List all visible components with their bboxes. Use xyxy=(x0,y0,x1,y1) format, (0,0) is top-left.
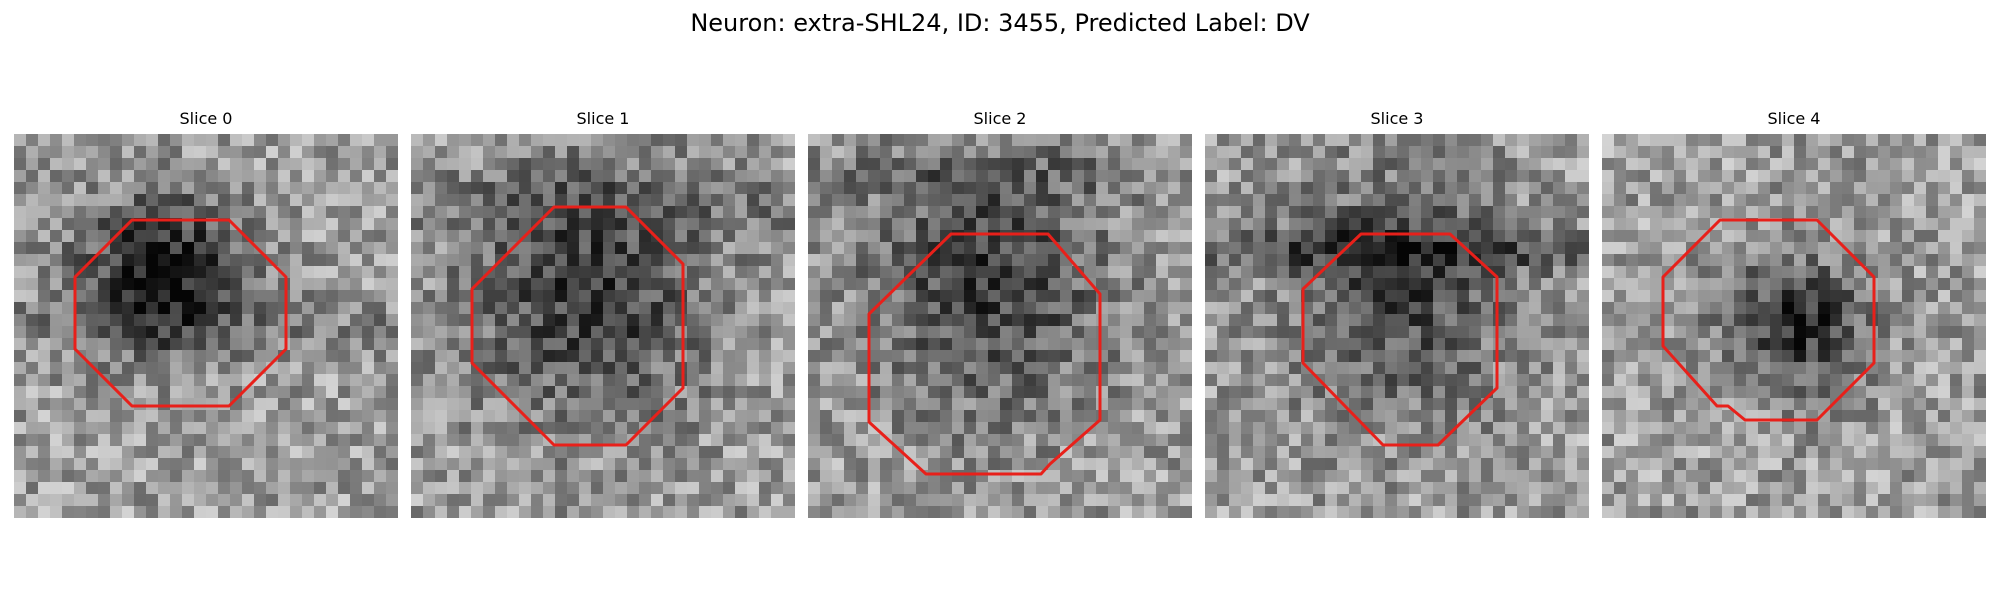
slice-0-title: Slice 0 xyxy=(179,109,233,128)
slice-panel-2: Slice 2 xyxy=(808,108,1192,518)
slice-panel-3: Slice 3 xyxy=(1205,108,1589,518)
slice-1-image xyxy=(411,134,795,518)
slice-1-pixels xyxy=(411,134,795,518)
slice-0-image xyxy=(14,134,398,518)
slice-0-pixels xyxy=(14,134,398,518)
slice-3-contour xyxy=(1301,232,1499,447)
slice-3-title: Slice 3 xyxy=(1370,109,1424,128)
slice-1-contour xyxy=(470,205,685,447)
slice-3-image xyxy=(1205,134,1589,518)
slice-2-title: Slice 2 xyxy=(973,109,1027,128)
slice-4-pixels xyxy=(1602,134,1986,518)
slice-1-title: Slice 1 xyxy=(576,109,630,128)
slice-panel-4: Slice 4 xyxy=(1602,108,1986,518)
slice-3-pixels xyxy=(1205,134,1589,518)
slice-0-contour xyxy=(73,218,288,408)
slice-panel-1: Slice 1 xyxy=(411,108,795,518)
slice-2-pixels xyxy=(808,134,1192,518)
slice-2-image xyxy=(808,134,1192,518)
slice-panel-0: Slice 0 xyxy=(14,108,398,518)
figure-title: Neuron: extra-SHL24, ID: 3455, Predicted… xyxy=(690,9,1310,37)
slice-4-image xyxy=(1602,134,1986,518)
slice-4-title: Slice 4 xyxy=(1767,109,1821,128)
slice-2-contour xyxy=(867,232,1102,476)
slice-4-contour xyxy=(1661,218,1876,422)
